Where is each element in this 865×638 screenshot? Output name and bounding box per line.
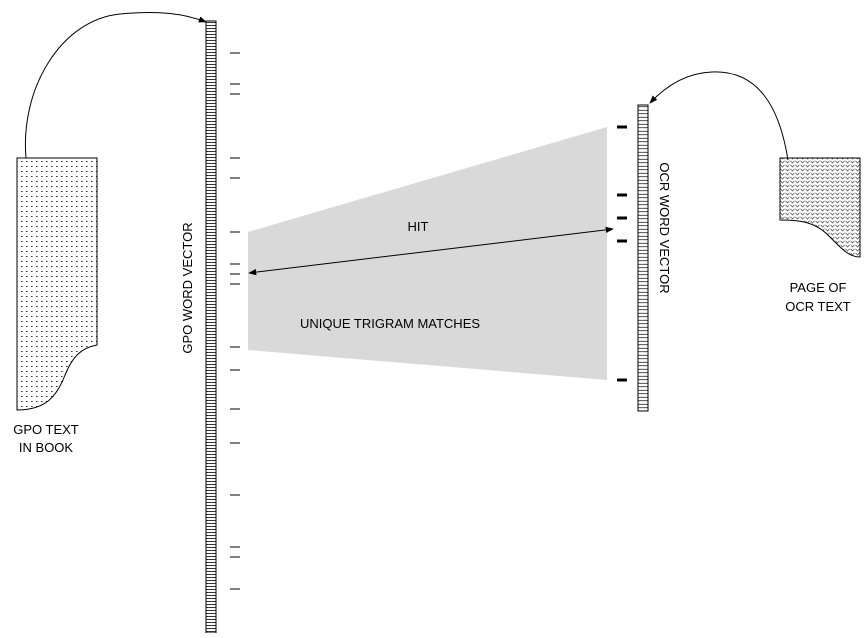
gpo-text-document <box>16 157 98 411</box>
ocr-vector-label: OCR WORD VECTOR <box>657 162 672 293</box>
gpo-vector-label: GPO WORD VECTOR <box>180 222 195 353</box>
hit-label: HIT <box>408 219 429 234</box>
ocr-doc-label-line1: PAGE OF <box>790 280 847 295</box>
trigram-matches-label: UNIQUE TRIGRAM MATCHES <box>300 316 480 331</box>
ocr-tick-marks <box>617 125 627 382</box>
ocr-word-vector <box>637 104 649 412</box>
trigram-match-region <box>248 127 607 380</box>
hit-arrow <box>248 226 614 276</box>
ocr-doc-label-line2: OCR TEXT <box>785 299 851 314</box>
ocr-curve-arrow <box>649 71 789 161</box>
gpo-word-vector <box>205 20 217 634</box>
gpo-doc-label-line1: GPO TEXT <box>13 422 79 437</box>
ocr-text-document <box>779 157 861 258</box>
gpo-curve-arrow <box>24 11 207 159</box>
gpo-doc-label-line2: IN BOOK <box>19 440 74 455</box>
gpo-tick-marks <box>230 52 240 590</box>
